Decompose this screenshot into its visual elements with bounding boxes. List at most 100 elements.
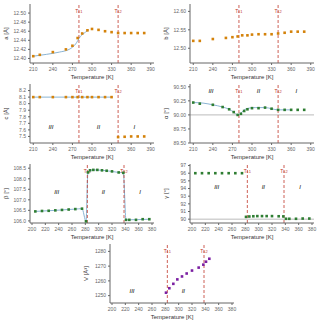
svg-text:12.48: 12.48 (13, 19, 26, 25)
svg-text:330: 330 (267, 66, 276, 72)
svg-text:7.6: 7.6 (19, 127, 26, 133)
svg-text:106.5: 106.5 (13, 207, 26, 213)
svg-text:c [Å]: c [Å] (8, 107, 9, 119)
svg-text:390: 390 (307, 146, 312, 152)
svg-text:300: 300 (254, 226, 263, 232)
svg-text:360: 360 (294, 226, 303, 232)
svg-text:III: III (54, 189, 59, 195)
svg-text:240: 240 (134, 306, 143, 312)
svg-text:12.50: 12.50 (173, 45, 186, 51)
svg-text:β [°]: β [°] (8, 188, 9, 199)
svg-text:330: 330 (107, 66, 116, 72)
svg-text:260: 260 (68, 226, 77, 232)
svg-text:320: 320 (268, 226, 277, 232)
svg-text:Temperature [K]: Temperature [K] (231, 234, 274, 240)
svg-text:200: 200 (108, 306, 117, 312)
svg-text:200: 200 (188, 226, 197, 232)
svg-text:Tc2: Tc2 (114, 88, 122, 95)
svg-text:270: 270 (68, 146, 77, 152)
svg-text:340: 340 (201, 306, 210, 312)
svg-text:240: 240 (209, 146, 218, 152)
svg-text:a [Å]: a [Å] (8, 27, 9, 40)
svg-text:90: 90 (180, 216, 186, 222)
svg-text:240: 240 (49, 66, 58, 72)
svg-text:260: 260 (148, 306, 157, 312)
svg-text:Tc2: Tc2 (200, 248, 208, 255)
svg-text:340: 340 (121, 226, 130, 232)
svg-text:7.7: 7.7 (19, 120, 26, 126)
svg-text:89.50: 89.50 (173, 140, 186, 146)
svg-text:Tc2: Tc2 (114, 8, 122, 15)
svg-text:α [°]: α [°] (163, 108, 169, 119)
svg-text:240: 240 (214, 226, 223, 232)
svg-text:360: 360 (214, 306, 223, 312)
svg-text:Tc1: Tc1 (75, 8, 83, 15)
svg-text:220: 220 (41, 226, 50, 232)
svg-text:Temperature [K]: Temperature [K] (71, 234, 114, 240)
svg-text:1260: 1260 (95, 278, 106, 284)
svg-text:I: I (139, 189, 141, 195)
svg-text:390: 390 (147, 66, 156, 72)
svg-text:89.75: 89.75 (173, 126, 186, 132)
svg-text:12.40: 12.40 (13, 55, 26, 61)
svg-text:II: II (97, 124, 101, 130)
svg-text:280: 280 (81, 226, 90, 232)
svg-text:96: 96 (180, 170, 186, 176)
svg-text:II: II (182, 288, 186, 294)
svg-text:210: 210 (29, 66, 38, 72)
svg-text:γ [°]: γ [°] (163, 188, 169, 199)
svg-text:240: 240 (54, 226, 63, 232)
svg-text:360: 360 (287, 146, 296, 152)
svg-text:360: 360 (287, 66, 296, 72)
svg-text:12.42: 12.42 (13, 46, 26, 52)
svg-text:Temperature [K]: Temperature [K] (231, 74, 274, 80)
svg-text:Tc2: Tc2 (120, 168, 128, 175)
svg-text:260: 260 (228, 226, 237, 232)
svg-text:108.5: 108.5 (13, 165, 26, 171)
svg-text:380: 380 (148, 226, 157, 232)
svg-text:95: 95 (180, 178, 186, 184)
svg-text:Tc1: Tc1 (164, 248, 172, 255)
svg-text:360: 360 (127, 66, 136, 72)
svg-text:300: 300 (94, 226, 103, 232)
svg-text:97: 97 (180, 162, 186, 168)
svg-text:Tc1: Tc1 (84, 168, 92, 175)
svg-text:12.46: 12.46 (13, 28, 26, 34)
svg-text:360: 360 (134, 226, 143, 232)
svg-text:240: 240 (49, 146, 58, 152)
svg-text:380: 380 (308, 226, 312, 232)
svg-text:107.5: 107.5 (13, 186, 26, 192)
svg-text:7.8: 7.8 (19, 114, 26, 120)
svg-text:360: 360 (127, 146, 136, 152)
svg-text:12.44: 12.44 (13, 37, 26, 43)
svg-text:Temperature [K]: Temperature [K] (151, 314, 194, 320)
svg-text:90.25: 90.25 (173, 98, 186, 104)
svg-text:I: I (134, 124, 136, 130)
svg-text:8.1: 8.1 (19, 94, 26, 100)
svg-text:8.0: 8.0 (19, 100, 26, 106)
svg-text:270: 270 (68, 66, 77, 72)
svg-text:90.50: 90.50 (173, 84, 186, 90)
svg-text:Tc1: Tc1 (235, 88, 243, 95)
svg-text:330: 330 (107, 146, 116, 152)
svg-text:320: 320 (188, 306, 197, 312)
svg-text:II: II (262, 184, 266, 190)
svg-text:1270: 1270 (95, 263, 106, 269)
svg-text:Temperature [K]: Temperature [K] (71, 154, 114, 160)
svg-text:340: 340 (281, 226, 290, 232)
svg-text:380: 380 (228, 306, 237, 312)
svg-text:I: I (299, 184, 301, 190)
svg-text:Tc1: Tc1 (235, 8, 243, 15)
svg-text:1280: 1280 (95, 248, 106, 254)
svg-text:12.50: 12.50 (13, 10, 26, 16)
svg-text:1250: 1250 (95, 292, 106, 298)
svg-text:90.00: 90.00 (173, 112, 186, 118)
svg-text:III: III (214, 184, 219, 190)
svg-text:II: II (102, 189, 106, 195)
svg-text:V [Å³]: V [Å³] (83, 266, 89, 281)
svg-text:II: II (257, 88, 261, 94)
svg-text:280: 280 (161, 306, 170, 312)
svg-text:107.0: 107.0 (13, 197, 26, 203)
svg-text:Temperature [K]: Temperature [K] (71, 74, 114, 80)
svg-text:220: 220 (201, 226, 210, 232)
